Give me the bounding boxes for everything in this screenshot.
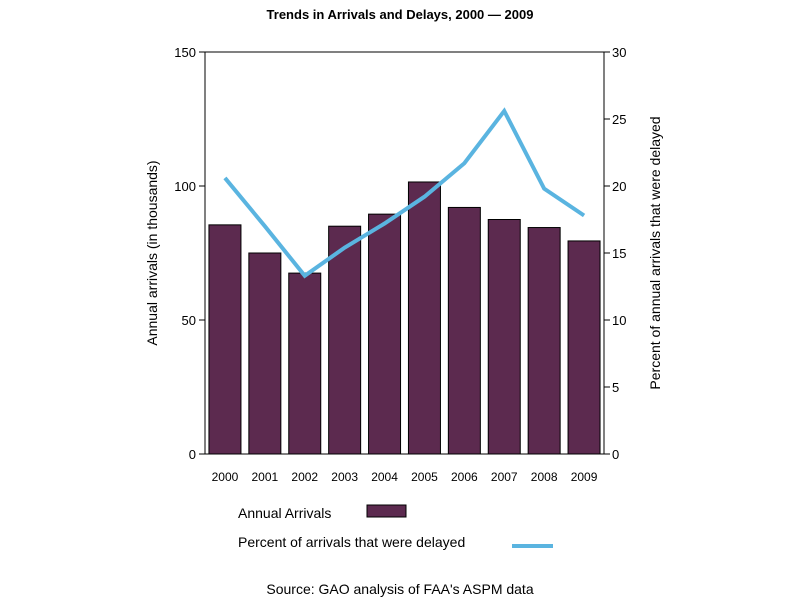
x-tick-label: 2004: [371, 470, 398, 484]
legend-swatch-arrivals: [366, 504, 407, 518]
x-tick-label: 2006: [451, 470, 478, 484]
y-axis-label-left: Annual arrivals (in thousands): [144, 160, 160, 345]
x-tick-label: 2002: [291, 470, 318, 484]
x-tick-label: 2000: [212, 470, 239, 484]
y-axis-label-right: Percent of annual arrivals that were del…: [647, 116, 663, 389]
source-note: Source: GAO analysis of FAA's ASPM data: [266, 581, 533, 597]
left-y-ticks: 0 50 100 150: [174, 45, 205, 462]
left-tick-label: 150: [174, 45, 196, 60]
x-tick-label: 2009: [571, 470, 598, 484]
right-tick-label: 0: [612, 447, 619, 462]
line-series-layer: [223, 107, 586, 279]
bar-2008: [527, 227, 561, 455]
legend-label-delayed: Percent of arrivals that were delayed: [238, 534, 465, 550]
right-y-ticks: 0 5 10 15 20 25 30: [604, 45, 626, 462]
legend-label-arrivals: Annual Arrivals: [238, 505, 331, 521]
bar-2005: [407, 181, 441, 455]
right-tick-label: 30: [612, 45, 626, 60]
chart-title: Trends in Arrivals and Delays, 2000 — 20…: [267, 7, 534, 22]
left-tick-label: 0: [189, 447, 196, 462]
right-tick-label: 20: [612, 179, 626, 194]
bar-2003: [328, 225, 362, 455]
right-tick-label: 5: [612, 380, 619, 395]
bar-2000: [208, 224, 242, 455]
x-tick-label: 2007: [491, 470, 518, 484]
delay-percent-line: [223, 107, 586, 279]
bar-2006: [447, 206, 481, 455]
x-tick-label: 2001: [251, 470, 278, 484]
x-tick-label: 2003: [331, 470, 358, 484]
bar-2004: [368, 213, 402, 455]
left-tick-label: 50: [182, 313, 196, 328]
bar-2009: [567, 240, 601, 455]
right-tick-label: 15: [612, 246, 626, 261]
right-tick-label: 25: [612, 112, 626, 127]
left-tick-label: 100: [174, 179, 196, 194]
x-ticks: 2000 2001 2002 2003 2004 2005 2006 2007 2008 2009: [212, 470, 598, 484]
bar-2001: [248, 252, 282, 455]
bar-2002: [288, 272, 322, 455]
bar-series: [208, 181, 601, 455]
right-tick-label: 10: [612, 313, 626, 328]
legend: Annual Arrivals Percent of arrivals that…: [238, 504, 553, 550]
x-tick-label: 2005: [411, 470, 438, 484]
bar-2007: [487, 219, 521, 455]
x-tick-label: 2008: [531, 470, 558, 484]
